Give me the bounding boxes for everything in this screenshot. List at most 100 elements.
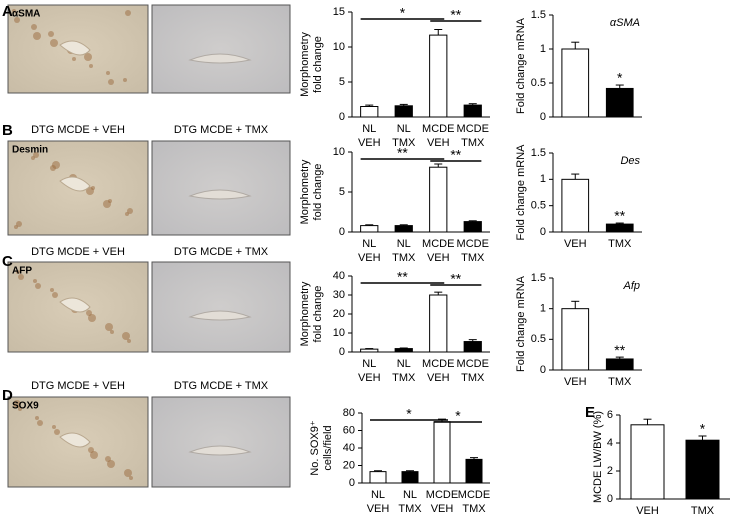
y-tick-label: 60 [343,424,355,436]
y-tick-label: 10 [333,327,345,339]
x-tick-label: TMX [398,503,422,515]
stain-spot [52,425,56,429]
y-tick-label: 0 [339,346,345,358]
stain-spot [13,400,21,408]
y-tick-label: 0 [540,111,546,123]
stain-spot [33,32,41,40]
x-tick-label: VEH [367,503,390,515]
y-axis-label: fold change [312,164,324,221]
x-tick-label: TMX [461,372,485,384]
image-header: DTG MCDE + VEH [31,246,125,258]
significance-label: * [617,70,623,86]
stain-spot [37,420,43,426]
stain-spot [50,39,58,47]
x-tick-label: VEH [636,505,659,516]
y-tick-label: 0 [339,226,345,238]
y-tick-label: 1 [540,173,546,185]
x-tick-label: MCDE [457,123,489,135]
stain-spot [88,314,96,322]
stain-spot [123,78,127,82]
chart-title: Afp [622,280,640,292]
x-tick-label: TMX [608,376,632,388]
y-axis-label: No. SOX9⁺ [309,420,321,476]
panel-letter: A [2,3,13,20]
stain-spot [16,221,22,227]
y-tick-label: 30 [333,289,345,301]
bar [463,341,482,353]
bar [630,424,665,500]
significance-label: ** [450,7,461,23]
x-tick-label: MCDE [457,358,489,370]
image-header: DTG MCDE + TMX [174,380,269,392]
bar [401,471,419,484]
y-axis-label: MCDE LW/BW (%) [592,411,604,503]
image-header: DTG MCDE + VEH [31,124,125,136]
chart: 0 0.5 1 1.5 Fold change mRNA Afp VEH TMX ** [515,272,642,388]
y-tick-label: 0.5 [531,77,546,89]
stain-spot [33,279,37,283]
bar [561,48,590,118]
stain-spot [110,330,114,334]
x-tick-label: MCDE [422,123,454,135]
stain-spot [35,283,41,289]
stain-spot [122,332,130,340]
panel-letter: B [2,122,13,139]
bar [429,294,448,353]
y-axis-label: Fold change mRNA [515,275,527,372]
bar [429,166,448,233]
chart: 0 0.5 1 1.5 Fold change mRNA αSMA * [515,9,642,123]
stain-spot [52,161,60,169]
image-label: αSMA [12,9,40,20]
image-label: SOX9 [12,401,39,412]
image-header: DTG MCDE + TMX [174,124,269,136]
x-tick-label: MCDE [426,489,458,501]
x-tick-label: MCDE [457,238,489,250]
chart: 0 5 10 Morphometry fold change NL VEH NL TMX MCDE… [299,145,490,264]
x-tick-label: NL [397,123,411,135]
y-axis-label: Fold change mRNA [515,17,527,114]
x-tick-label: NL [397,238,411,250]
chart: 0 10 20 30 40 Morphometry fold change NL VEH NL TM… [299,269,490,384]
y-tick-label: 0.5 [531,333,546,345]
vessel [59,297,91,313]
bar [463,221,482,233]
vessel [59,432,91,448]
x-tick-label: NL [362,238,376,250]
y-tick-label: 0 [349,477,355,489]
y-tick-label: 40 [333,270,345,282]
bar [360,106,379,118]
significance-label: * [400,5,406,21]
bar [394,105,413,118]
x-tick-label: VEH [431,503,454,515]
y-tick-label: 0.5 [531,200,546,212]
y-tick-label: 5 [339,186,345,198]
x-tick-label: MCDE [422,238,454,250]
panel-letter: D [2,387,13,404]
stain-spot [12,9,16,13]
x-tick-label: NL [362,123,376,135]
stain-spot [52,292,58,298]
stain-spot [48,31,54,37]
y-tick-label: 2 [607,465,613,477]
y-tick-label: 1.5 [531,9,546,21]
vessel [59,40,91,56]
y-axis-label: Morphometry [299,32,311,97]
stain-spot [18,407,22,411]
bar [394,348,413,353]
bar [360,348,379,353]
x-tick-label: VEH [427,372,450,384]
panel-letter: C [2,253,13,270]
y-tick-label: 1 [540,303,546,315]
micrographs [7,4,291,488]
stain-spot [90,451,98,459]
significance-label: ** [450,271,461,287]
x-tick-label: TMX [461,137,485,149]
x-tick-label: VEH [358,372,381,384]
x-tick-label: TMX [392,372,416,384]
image-header: DTG MCDE + VEH [31,380,125,392]
y-tick-label: 15 [333,6,345,18]
x-tick-label: TMX [608,238,632,250]
x-tick-label: MCDE [422,358,454,370]
stain-spot [54,429,60,435]
